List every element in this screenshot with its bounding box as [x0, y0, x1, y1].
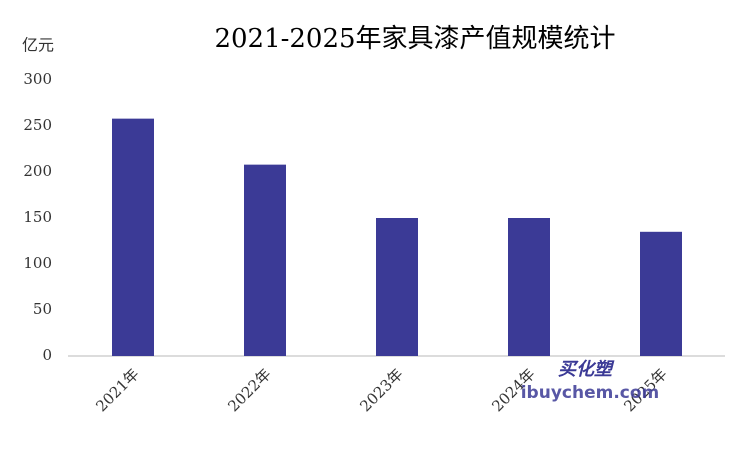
- y-tick-label: 200: [23, 162, 52, 180]
- bar: [508, 218, 550, 356]
- y-tick-label: 50: [33, 300, 52, 318]
- y-tick-label: 100: [23, 254, 52, 272]
- bar: [112, 118, 154, 356]
- bar: [244, 164, 286, 356]
- y-tick-label: 150: [23, 208, 52, 226]
- y-tick-label: 300: [23, 70, 52, 88]
- y-tick-label: 250: [23, 116, 52, 134]
- watermark: ibuychem.com: [521, 383, 660, 403]
- bar: [376, 218, 418, 356]
- y-unit: 亿元: [22, 36, 54, 55]
- watermark: 买化塑: [558, 359, 615, 380]
- chart-title: 2021-2025年家具漆产值规模统计: [214, 24, 615, 54]
- y-tick-label: 0: [42, 346, 52, 364]
- bar: [640, 231, 682, 356]
